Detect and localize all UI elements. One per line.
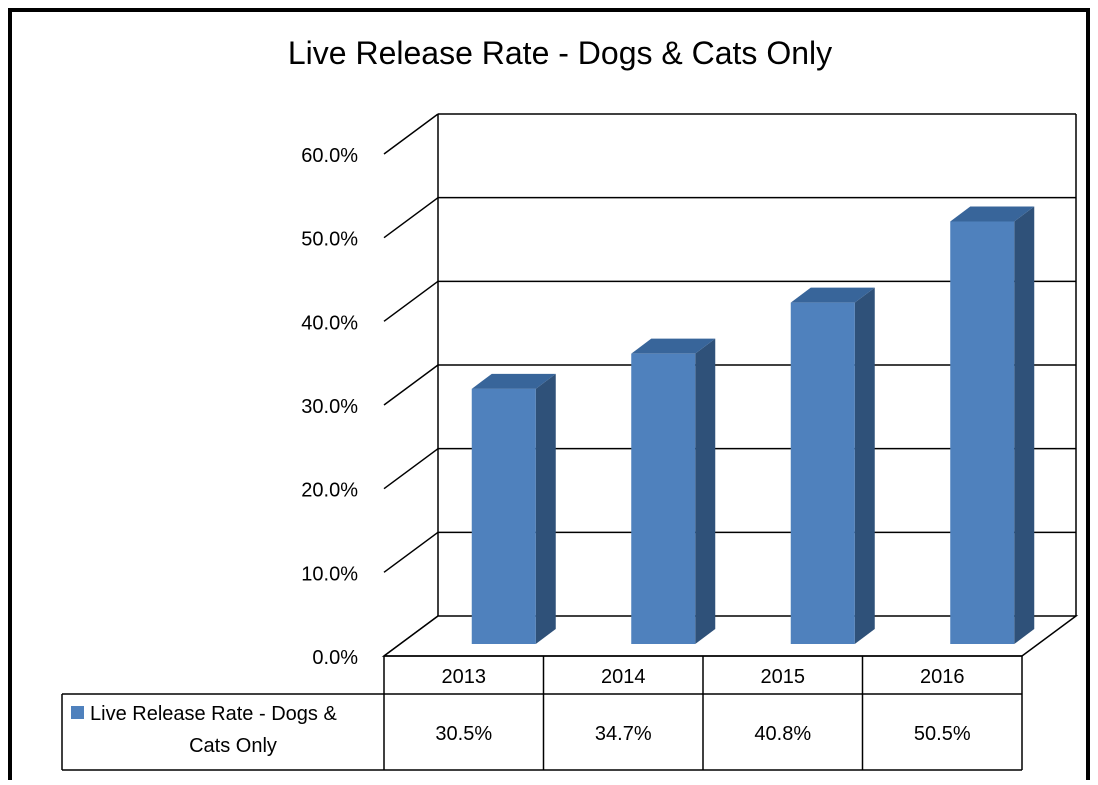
y-tick-label: 50.0% <box>301 229 358 251</box>
table-value-label: 34.7% <box>595 723 652 745</box>
table-value-label: 50.5% <box>914 723 971 745</box>
bar-front <box>790 302 855 644</box>
bar-side <box>695 338 716 644</box>
side-gridline <box>383 113 439 155</box>
y-tick-label: 30.0% <box>301 396 358 418</box>
bar-top <box>471 373 556 389</box>
y-tick-label: 20.0% <box>301 480 358 502</box>
bar-2015 <box>790 287 875 644</box>
y-tick-label: 40.0% <box>301 312 358 334</box>
bar-side <box>854 287 875 644</box>
bar-2016 <box>950 206 1035 644</box>
bar-front <box>950 221 1015 644</box>
chart-frame <box>8 8 1090 780</box>
bar-top <box>631 338 716 354</box>
legend-series-name: Live Release Rate - Dogs & Cats Only <box>90 703 337 757</box>
table-value-label: 30.5% <box>435 723 492 745</box>
side-gridline <box>383 448 439 490</box>
table-value-label: 40.8% <box>754 723 811 745</box>
data-table: 2013 30.5% 2014 34.7% 2015 40.8% 2016 50.5% Live… <box>61 655 1023 771</box>
bar-top <box>950 206 1035 222</box>
table-category-label: 2013 <box>442 666 487 688</box>
y-tick-label: 0.0% <box>312 647 358 669</box>
chart-title: Live Release Rate - Dogs & Cats Only <box>288 35 832 71</box>
side-gridline <box>383 364 439 406</box>
y-axis-tick-labels: 0.0% 10.0% 20.0% 30.0% 40.0% 50.0% 60.0% <box>301 145 358 669</box>
bar-side <box>1014 206 1035 644</box>
table-category-label: 2016 <box>920 666 965 688</box>
bar-2014 <box>631 338 716 644</box>
bar-top <box>790 287 875 303</box>
table-category-label: 2014 <box>601 666 646 688</box>
y-tick-label: 60.0% <box>301 145 358 167</box>
bars <box>471 206 1035 644</box>
bar-2013 <box>471 373 556 644</box>
bar-front <box>631 353 696 644</box>
side-gridline <box>383 280 439 322</box>
side-gridline <box>383 531 439 573</box>
bar-front <box>471 388 536 644</box>
table-category-label: 2015 <box>761 666 806 688</box>
y-tick-label: 10.0% <box>301 563 358 585</box>
bar-side <box>535 373 556 644</box>
side-gridline <box>383 197 439 239</box>
legend-swatch <box>71 706 84 719</box>
